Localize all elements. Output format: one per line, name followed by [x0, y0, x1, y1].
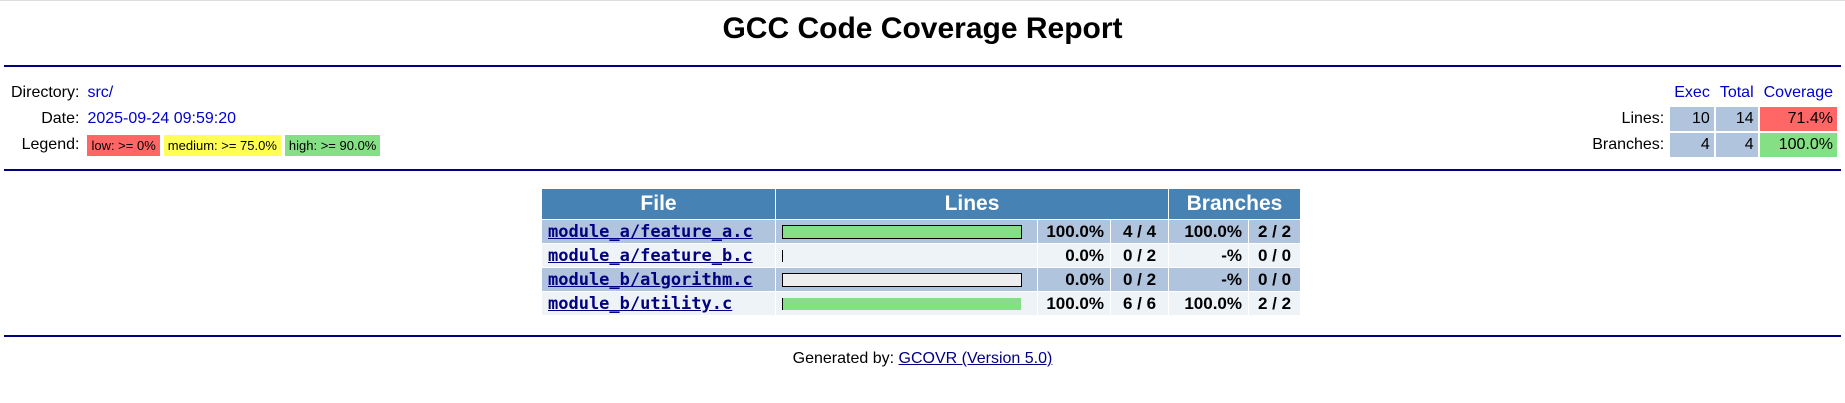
file-row: module_a/feature_b.c 0.0% 0 / 2 -% 0 / 0 — [542, 244, 1300, 267]
branch-count: 2 / 2 — [1249, 220, 1300, 243]
file-link[interactable]: module_a/feature_b.c — [542, 244, 775, 267]
column-header: Total — [1719, 84, 1754, 101]
summary-label: Lines: — [1621, 110, 1665, 127]
file-row: module_b/utility.c 100.0% 6 / 6 100.0% 2 / 2 — [542, 292, 1300, 315]
total: 14 — [1715, 107, 1758, 131]
legend: low: >= 0% medium: >= 75.0% high: >= 90.0% — [84, 133, 387, 157]
legend-high: high: >= 90.0% — [284, 134, 381, 156]
exec: 4 — [1670, 133, 1714, 157]
divider — [4, 335, 1841, 337]
column-header: Coverage — [1763, 84, 1833, 101]
coverage: 100.0% — [1759, 133, 1837, 157]
total: 4 — [1715, 133, 1758, 157]
file-link[interactable]: module_b/utility.c — [542, 292, 775, 315]
line-coverage: 100.0% — [1038, 220, 1110, 243]
legend-row: Legend: low: >= 0% medium: >= 75.0% high: … — [8, 133, 387, 157]
summary-row: Lines: 10 14 71.4% — [1588, 107, 1837, 131]
coverage-bar — [782, 272, 1022, 287]
footer-link[interactable]: GCOVR (Version 5.0) — [898, 350, 1053, 367]
info-table: Directory: src/ Date: 2025-09-24 09:59:20 … — [6, 79, 389, 159]
line-count: 0 / 2 — [1111, 244, 1168, 267]
top-border — [0, 0, 1845, 1]
footer: Generated by: GCOVR (Version 5.0) — [0, 350, 1845, 368]
coverage-bar — [782, 249, 1021, 262]
summary-row: Branches: 4 4 100.0% — [1588, 133, 1837, 157]
info-value: src/ — [87, 84, 114, 101]
branch-coverage: 100.0% — [1169, 220, 1248, 243]
line-coverage: 0.0% — [1038, 244, 1110, 267]
info-label: Date: — [41, 110, 80, 127]
table-header: File Lines Branches — [542, 189, 1300, 219]
branch-count: 0 / 0 — [1249, 244, 1300, 267]
coverage-bar-cell — [776, 268, 1037, 291]
info-value: 2025-09-24 09:59:20 — [87, 110, 237, 127]
column-header: Lines — [776, 189, 1168, 219]
file-table: File Lines Branches module_a/feature_a.c… — [541, 188, 1301, 316]
column-header: Exec — [1674, 84, 1710, 101]
file-link[interactable]: module_a/feature_a.c — [542, 220, 775, 243]
coverage-bar — [782, 297, 1021, 310]
coverage: 71.4% — [1759, 107, 1837, 131]
summary-label: Branches: — [1592, 136, 1665, 153]
line-count: 0 / 2 — [1111, 268, 1168, 291]
branch-count: 2 / 2 — [1249, 292, 1300, 315]
column-header: Branches — [1169, 189, 1300, 219]
file-row: module_b/algorithm.c 0.0% 0 / 2 -% 0 / 0 — [542, 268, 1300, 291]
coverage-bar — [782, 224, 1022, 239]
line-count: 4 / 4 — [1111, 220, 1168, 243]
coverage-bar-cell — [776, 220, 1037, 243]
page-title: GCC Code Coverage Report — [722, 12, 1123, 45]
coverage-fill — [783, 225, 1021, 238]
line-coverage: 100.0% — [1038, 292, 1110, 315]
legend-low: low: >= 0% — [87, 134, 160, 156]
file-row: module_a/feature_a.c 100.0% 4 / 4 100.0% 2 /… — [542, 220, 1300, 243]
branch-coverage: -% — [1169, 268, 1248, 291]
line-coverage: 0.0% — [1038, 268, 1110, 291]
divider — [4, 65, 1841, 67]
footer-text: Generated by: — [792, 350, 895, 367]
branch-coverage: -% — [1169, 244, 1248, 267]
info-row: Directory: src/ — [8, 81, 387, 105]
exec: 10 — [1670, 107, 1714, 131]
legend-label: Legend: — [21, 136, 80, 153]
line-count: 6 / 6 — [1111, 292, 1168, 315]
summary-header: Exec Total Coverage — [1588, 81, 1837, 105]
coverage-fill — [783, 297, 1021, 310]
info-row: Date: 2025-09-24 09:59:20 — [8, 107, 387, 131]
file-link[interactable]: module_b/algorithm.c — [542, 268, 775, 291]
divider — [4, 169, 1841, 171]
summary-table: Exec Total Coverage Lines: 10 14 71.4% B… — [1586, 79, 1839, 159]
legend-medium: medium: >= 75.0% — [163, 134, 281, 156]
coverage-bar-cell — [776, 244, 1037, 267]
info-label: Directory: — [11, 84, 80, 101]
column-header: File — [542, 189, 775, 219]
branch-count: 0 / 0 — [1249, 268, 1300, 291]
coverage-bar-cell — [776, 292, 1037, 315]
branch-coverage: 100.0% — [1169, 292, 1248, 315]
